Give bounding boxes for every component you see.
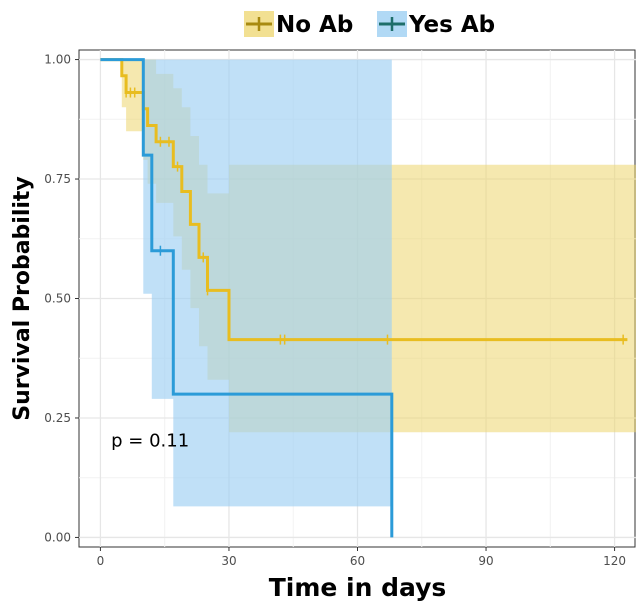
x-tick-label: 0 [97,554,105,568]
x-tick-label: 120 [603,554,626,568]
legend-label: No Ab [276,12,353,38]
x-tick-label: 90 [478,554,493,568]
legend-item-no-ab: No Ab [244,11,353,38]
y-tick-label: 0.75 [44,172,71,186]
y-tick-label: 0.25 [44,411,71,425]
x-axis: 0 30 60 90 120 [97,547,626,568]
legend: No Ab Yes Ab [244,11,495,38]
legend-item-yes-ab: Yes Ab [377,11,495,38]
legend-label: Yes Ab [408,12,495,38]
y-tick-label: 0.50 [44,292,71,306]
x-tick-label: 60 [350,554,365,568]
y-axis-title: Survival Probability [10,176,35,421]
survival-line-yes-ab [100,58,394,538]
x-tick-label: 30 [221,554,236,568]
censor-marks [125,87,624,345]
p-value-annotation: p = 0.11 [111,431,189,452]
y-tick-label: 1.00 [44,53,71,67]
y-tick-label: 0.00 [44,530,71,544]
x-axis-title: Time in days [269,573,447,602]
y-axis: 0.00 0.25 0.50 0.75 1.00 [44,53,79,544]
